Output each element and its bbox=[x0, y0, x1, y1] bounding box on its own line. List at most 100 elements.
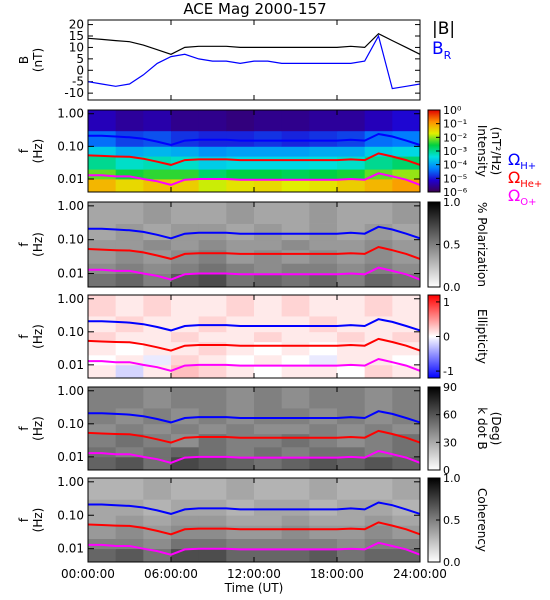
heatmap-cell bbox=[254, 295, 283, 317]
y-tick-label: 1.00 bbox=[57, 292, 84, 306]
heatmap-cell bbox=[143, 146, 172, 157]
heatmap-cell bbox=[171, 273, 200, 288]
heatmap-cell bbox=[226, 331, 255, 343]
heatmap-cell bbox=[337, 548, 366, 563]
y-tick-label: 1.00 bbox=[57, 384, 84, 398]
heatmap-cell bbox=[337, 263, 366, 274]
heatmap-cell bbox=[143, 295, 172, 317]
heatmap-cell bbox=[115, 499, 144, 516]
heatmap-cell bbox=[254, 515, 283, 526]
heatmap-cell bbox=[171, 538, 200, 550]
colorbar-tick-label: 10⁻⁵ bbox=[443, 172, 467, 185]
heatmap-cell bbox=[281, 156, 310, 170]
gyrofrequency-line bbox=[88, 501, 421, 515]
heatmap-cell bbox=[88, 499, 117, 516]
heatmap-cell bbox=[309, 223, 338, 241]
colorbar-label: k dot B bbox=[475, 407, 489, 449]
heatmap-cell bbox=[143, 156, 172, 170]
heatmap-cell bbox=[143, 525, 172, 540]
heatmap-cell bbox=[337, 364, 366, 379]
heatmap-cell bbox=[115, 179, 144, 193]
heatmap-cell bbox=[198, 179, 227, 193]
heatmap-cell bbox=[226, 354, 255, 366]
heatmap-cell bbox=[392, 295, 421, 317]
heatmap-cell bbox=[143, 341, 172, 356]
x-axis-label: Time (UT) bbox=[224, 581, 284, 595]
heatmap-cell bbox=[226, 423, 255, 435]
y-axis-label: f bbox=[17, 426, 31, 431]
heatmap-cell bbox=[226, 146, 255, 157]
heatmap-cell bbox=[115, 525, 144, 540]
heatmap-cell bbox=[143, 249, 172, 264]
heatmap-cell bbox=[254, 548, 283, 563]
heatmap-cell bbox=[115, 239, 144, 251]
heatmap-cell bbox=[171, 423, 200, 435]
heatmap-cell bbox=[115, 263, 144, 274]
heatmap-cell bbox=[309, 456, 338, 471]
heatmap-cell bbox=[392, 478, 421, 500]
heatmap-cell bbox=[198, 423, 227, 435]
heatmap-cell bbox=[309, 169, 338, 180]
y-tick-label: 0.10 bbox=[57, 325, 84, 339]
heatmap-cell bbox=[88, 273, 117, 288]
heatmap-cell bbox=[281, 202, 310, 224]
heatmap-cell bbox=[88, 249, 117, 264]
heatmap-cell bbox=[309, 156, 338, 170]
heatmap-cell bbox=[171, 202, 200, 224]
heatmap-cell bbox=[226, 263, 255, 274]
heatmap-cell bbox=[226, 110, 255, 132]
heatmap-cell bbox=[143, 387, 172, 409]
heatmap-cell bbox=[392, 179, 421, 193]
heatmap-cell bbox=[309, 239, 338, 251]
heatmap-cell bbox=[198, 525, 227, 540]
heatmap-cell bbox=[309, 130, 338, 147]
heatmap-cell bbox=[309, 548, 338, 563]
heatmap-cell bbox=[88, 538, 117, 550]
heatmap-cell bbox=[281, 446, 310, 458]
heatmap-cell bbox=[171, 295, 200, 317]
heatmap-cell bbox=[198, 446, 227, 458]
heatmap-cell bbox=[115, 387, 144, 409]
heatmap-cell bbox=[309, 331, 338, 343]
heatmap-cell bbox=[226, 341, 255, 356]
heatmap-cell bbox=[254, 446, 283, 458]
heatmap-cell bbox=[115, 331, 144, 343]
y-axis-label: f bbox=[17, 148, 31, 153]
heatmap-cell bbox=[392, 263, 421, 274]
gyrofrequency-line bbox=[87, 245, 421, 260]
heatmap-cell bbox=[337, 146, 366, 157]
y-tick-label: 0.01 bbox=[57, 542, 84, 556]
heatmap-cell bbox=[392, 110, 421, 132]
heatmap-cell bbox=[337, 446, 366, 458]
heatmap-cell bbox=[115, 408, 144, 425]
heatmap-cell bbox=[115, 146, 144, 157]
heatmap-cell bbox=[281, 387, 310, 409]
heatmap-cell bbox=[115, 202, 144, 224]
heatmap-cell bbox=[392, 525, 421, 540]
heatmap-cell bbox=[171, 263, 200, 274]
heatmap-cell bbox=[226, 515, 255, 526]
heatmap-cell bbox=[171, 446, 200, 458]
heatmap-cell bbox=[198, 331, 227, 343]
heatmap-cell bbox=[115, 169, 144, 180]
x-tick-label: 06:00:00 bbox=[144, 567, 198, 581]
heatmap-cell bbox=[364, 456, 393, 471]
heatmap-cell bbox=[392, 156, 421, 170]
y-tick-label: -5 bbox=[72, 75, 84, 89]
heatmap-cell bbox=[198, 364, 227, 379]
heatmap-cell bbox=[254, 202, 283, 224]
colorbar-label: Ellipticity bbox=[475, 309, 489, 364]
heatmap-cell bbox=[226, 478, 255, 500]
heatmap-cell bbox=[198, 341, 227, 356]
heatmap-cell bbox=[254, 239, 283, 251]
heatmap-cell bbox=[337, 202, 366, 224]
y-axis-label: B bbox=[17, 56, 31, 64]
colorbar-tick-label: 10⁻¹ bbox=[443, 118, 467, 131]
heatmap-cell bbox=[143, 423, 172, 435]
heatmap-cell bbox=[364, 273, 393, 288]
heatmap-cell bbox=[171, 354, 200, 366]
heatmap-cell bbox=[337, 354, 366, 366]
heatmap-cell bbox=[171, 548, 200, 563]
heatmap-cell bbox=[88, 387, 117, 409]
heatmap-cell bbox=[364, 156, 393, 170]
